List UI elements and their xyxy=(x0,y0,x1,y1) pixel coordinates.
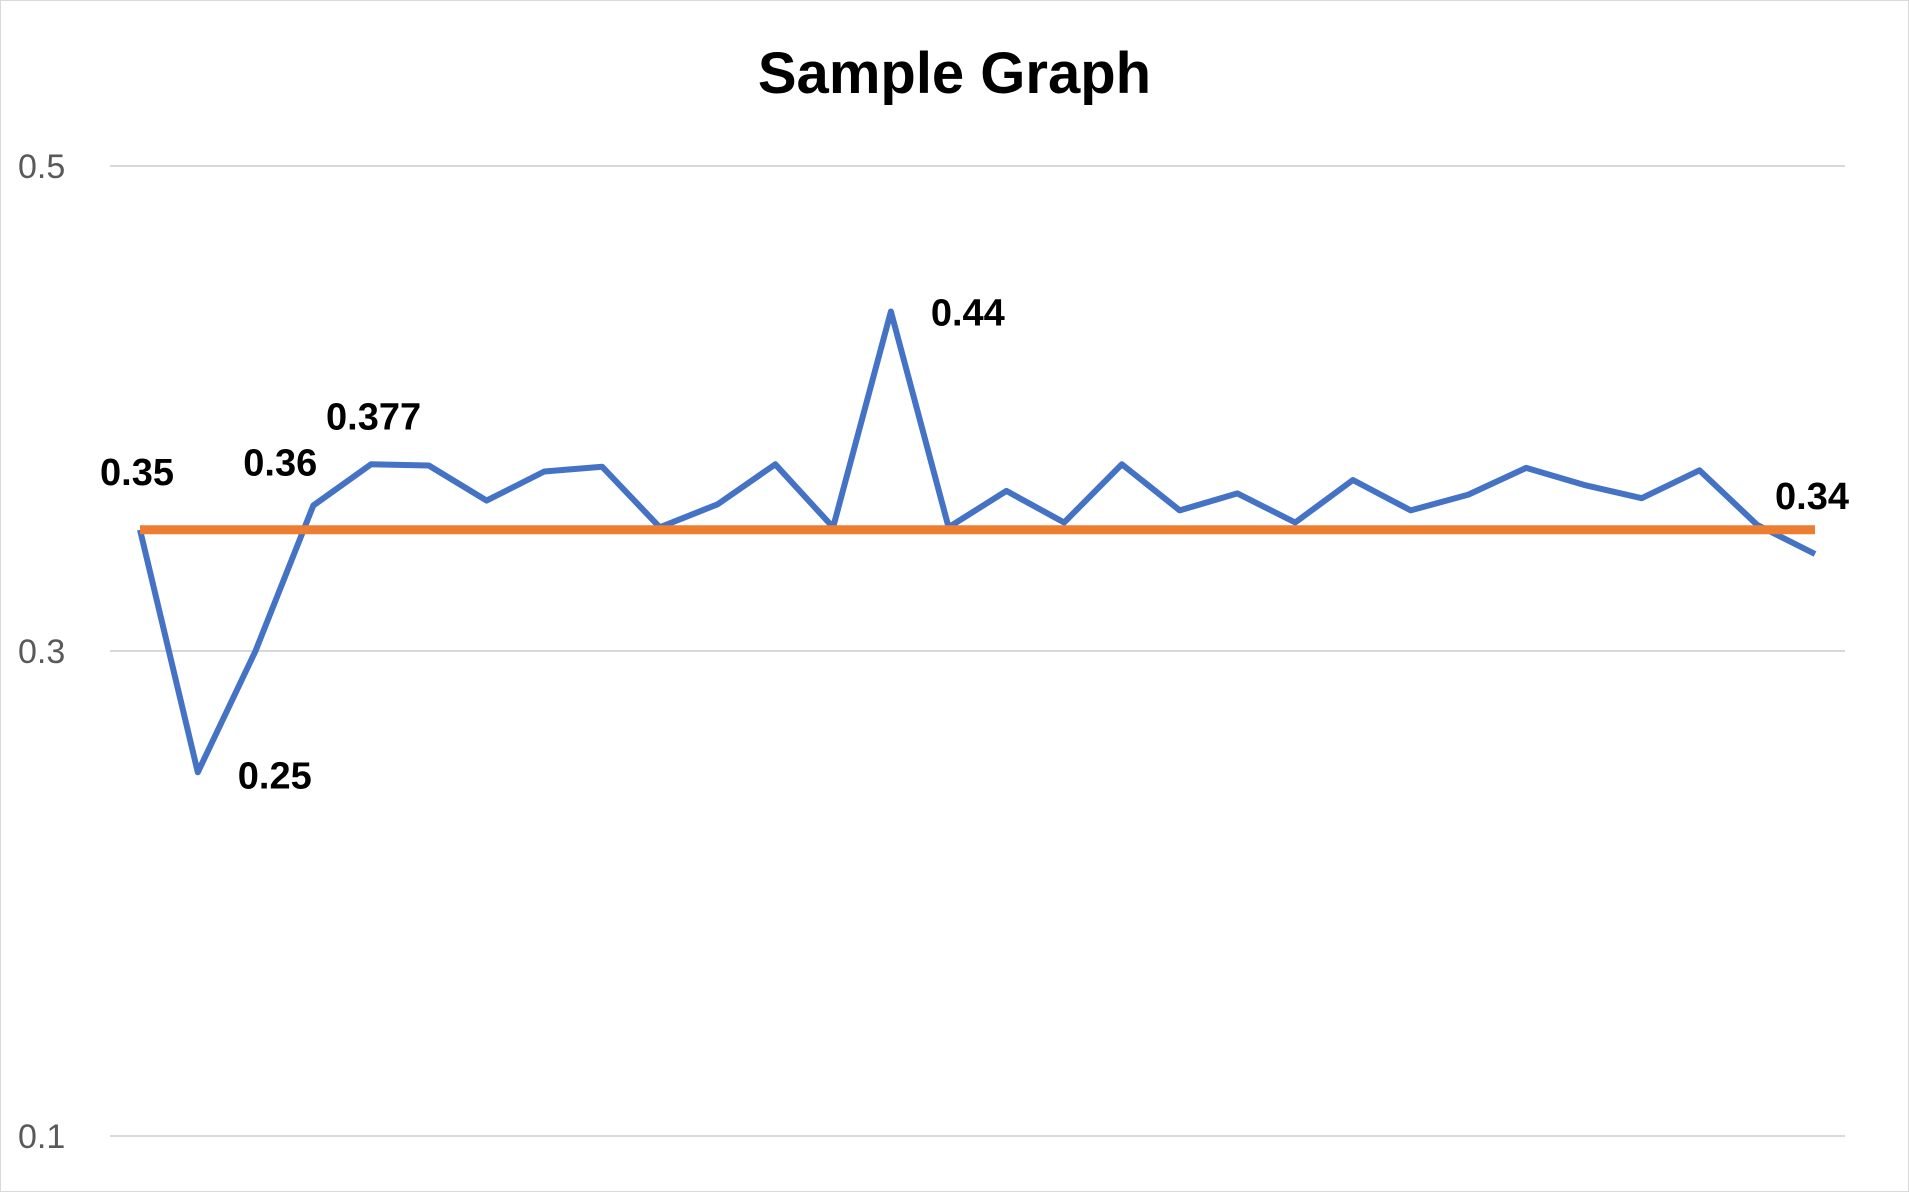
data-label: 0.44 xyxy=(931,293,1005,335)
data-label: 0.34 xyxy=(1775,476,1849,518)
y-tick-label: 0.1 xyxy=(18,1118,65,1156)
chart-title: Sample Graph xyxy=(757,41,1152,106)
data-labels: 0.35 0.25 0.360.377 0.44 0.34 xyxy=(100,293,1849,798)
data-label: 0.36 xyxy=(243,443,317,485)
y-tick-label: 0.5 xyxy=(18,148,65,186)
data-label: 0.377 xyxy=(326,396,421,438)
data-label: 0.35 xyxy=(100,452,174,494)
y-tick-label: 0.3 xyxy=(18,633,65,671)
data-label: 0.25 xyxy=(238,755,312,797)
series-lines xyxy=(137,308,1817,776)
series-line-values xyxy=(137,308,1817,776)
y-axis-tick-labels: 0.5 0.3 0.1 xyxy=(18,148,65,1156)
gridlines xyxy=(110,165,1845,1137)
